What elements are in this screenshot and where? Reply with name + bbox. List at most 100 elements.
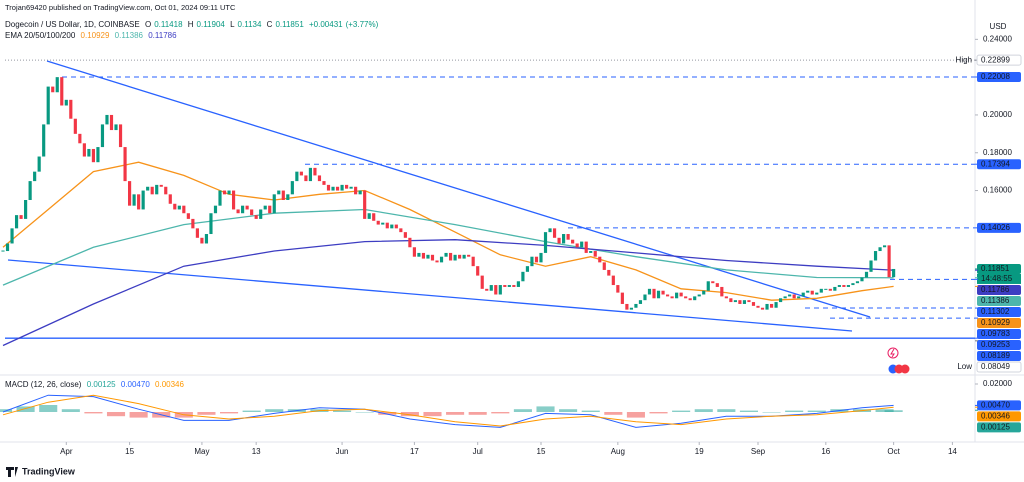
candle bbox=[286, 194, 290, 200]
candle bbox=[73, 118, 77, 134]
macd-bar bbox=[491, 412, 510, 414]
candle bbox=[340, 184, 344, 191]
candle bbox=[394, 224, 398, 229]
symbol-legend: Dogecoin / US Dollar, 1D, COINBASE O 0.11… bbox=[5, 20, 381, 29]
ohlc-value: 0.11851 bbox=[275, 20, 304, 29]
candle bbox=[254, 215, 258, 219]
candle bbox=[616, 285, 620, 293]
x-tick-label: Jul bbox=[473, 447, 483, 456]
candle bbox=[218, 190, 222, 206]
candle bbox=[819, 288, 823, 293]
tag-bg bbox=[977, 284, 1021, 295]
candle bbox=[697, 294, 701, 297]
candle bbox=[783, 296, 787, 299]
candle bbox=[620, 292, 624, 304]
macd-bar bbox=[581, 410, 600, 412]
ohlc-key: C bbox=[266, 20, 273, 29]
tag-label: 0.11786 bbox=[981, 285, 1010, 294]
candle bbox=[100, 124, 105, 148]
candle bbox=[200, 237, 204, 244]
candle bbox=[851, 283, 855, 286]
candle bbox=[186, 213, 190, 219]
tag-bg bbox=[977, 339, 1021, 350]
candle bbox=[611, 275, 615, 286]
candle bbox=[55, 77, 59, 93]
macd-bar bbox=[400, 412, 419, 417]
x-tick-label: 13 bbox=[252, 447, 261, 456]
x-tick-label: 17 bbox=[410, 447, 419, 456]
candle bbox=[304, 175, 308, 182]
candle bbox=[548, 228, 552, 233]
event-icon bbox=[890, 348, 895, 358]
candle bbox=[842, 285, 846, 287]
candle bbox=[638, 300, 643, 304]
candle bbox=[349, 186, 353, 189]
attribution: Trojan69420 published on TradingView.com… bbox=[5, 3, 236, 12]
macd-bar bbox=[559, 409, 578, 412]
tag-bg bbox=[977, 71, 1021, 82]
candle bbox=[575, 243, 579, 248]
candle bbox=[539, 252, 543, 263]
candle bbox=[308, 167, 313, 182]
candle bbox=[507, 285, 511, 287]
candle bbox=[33, 171, 37, 182]
event-icon bbox=[887, 347, 899, 359]
candle bbox=[733, 300, 737, 303]
macd-bar bbox=[762, 412, 781, 413]
candle bbox=[51, 86, 55, 93]
candle bbox=[557, 237, 561, 244]
candle bbox=[869, 260, 873, 272]
macd-bar bbox=[355, 412, 374, 413]
candle bbox=[385, 222, 389, 229]
macd-line bbox=[2, 394, 894, 427]
tag-bg bbox=[977, 222, 1021, 233]
candle bbox=[580, 241, 584, 248]
flag-icon bbox=[900, 364, 910, 374]
candle bbox=[19, 215, 23, 219]
candle bbox=[860, 277, 864, 282]
candle bbox=[439, 256, 444, 263]
ema-legend: EMA 20/50/100/200 0.10929 0.11386 0.1178… bbox=[5, 31, 180, 40]
countdown-bg bbox=[977, 273, 1021, 284]
ohlc-key: H bbox=[187, 20, 194, 29]
tag-label: 0.09253 bbox=[981, 340, 1010, 349]
candle bbox=[702, 290, 706, 295]
change: +0.00431 bbox=[309, 20, 343, 29]
macd-title: MACD (12, 26, close) bbox=[5, 380, 82, 389]
candle bbox=[462, 254, 466, 259]
candle bbox=[177, 205, 181, 210]
candle bbox=[589, 251, 593, 253]
candle bbox=[60, 77, 64, 106]
candle bbox=[892, 268, 896, 278]
candle bbox=[498, 285, 502, 295]
tag-bg bbox=[977, 328, 1021, 339]
candle bbox=[372, 213, 376, 221]
candle bbox=[810, 290, 814, 295]
candle bbox=[647, 288, 652, 295]
candle bbox=[412, 247, 416, 257]
candle bbox=[195, 228, 199, 238]
macd-value: 0.00470 bbox=[120, 380, 150, 389]
macd-bar bbox=[378, 412, 397, 415]
candle bbox=[317, 175, 322, 182]
candle bbox=[295, 171, 299, 182]
candle bbox=[381, 222, 385, 225]
candle bbox=[665, 294, 670, 297]
candle bbox=[78, 133, 82, 144]
candle bbox=[625, 303, 629, 310]
candle bbox=[797, 296, 801, 299]
brand: TradingView bbox=[22, 466, 76, 476]
candle bbox=[358, 190, 362, 195]
candle bbox=[566, 234, 570, 240]
candle bbox=[543, 232, 548, 253]
candle bbox=[376, 220, 380, 225]
candle bbox=[290, 181, 294, 195]
candle bbox=[584, 241, 588, 253]
candle bbox=[788, 294, 792, 297]
candle bbox=[345, 184, 349, 189]
candle bbox=[168, 194, 172, 204]
candle bbox=[114, 124, 118, 131]
y-tick-label: 0.18000 bbox=[983, 148, 1012, 157]
candle bbox=[164, 186, 168, 195]
